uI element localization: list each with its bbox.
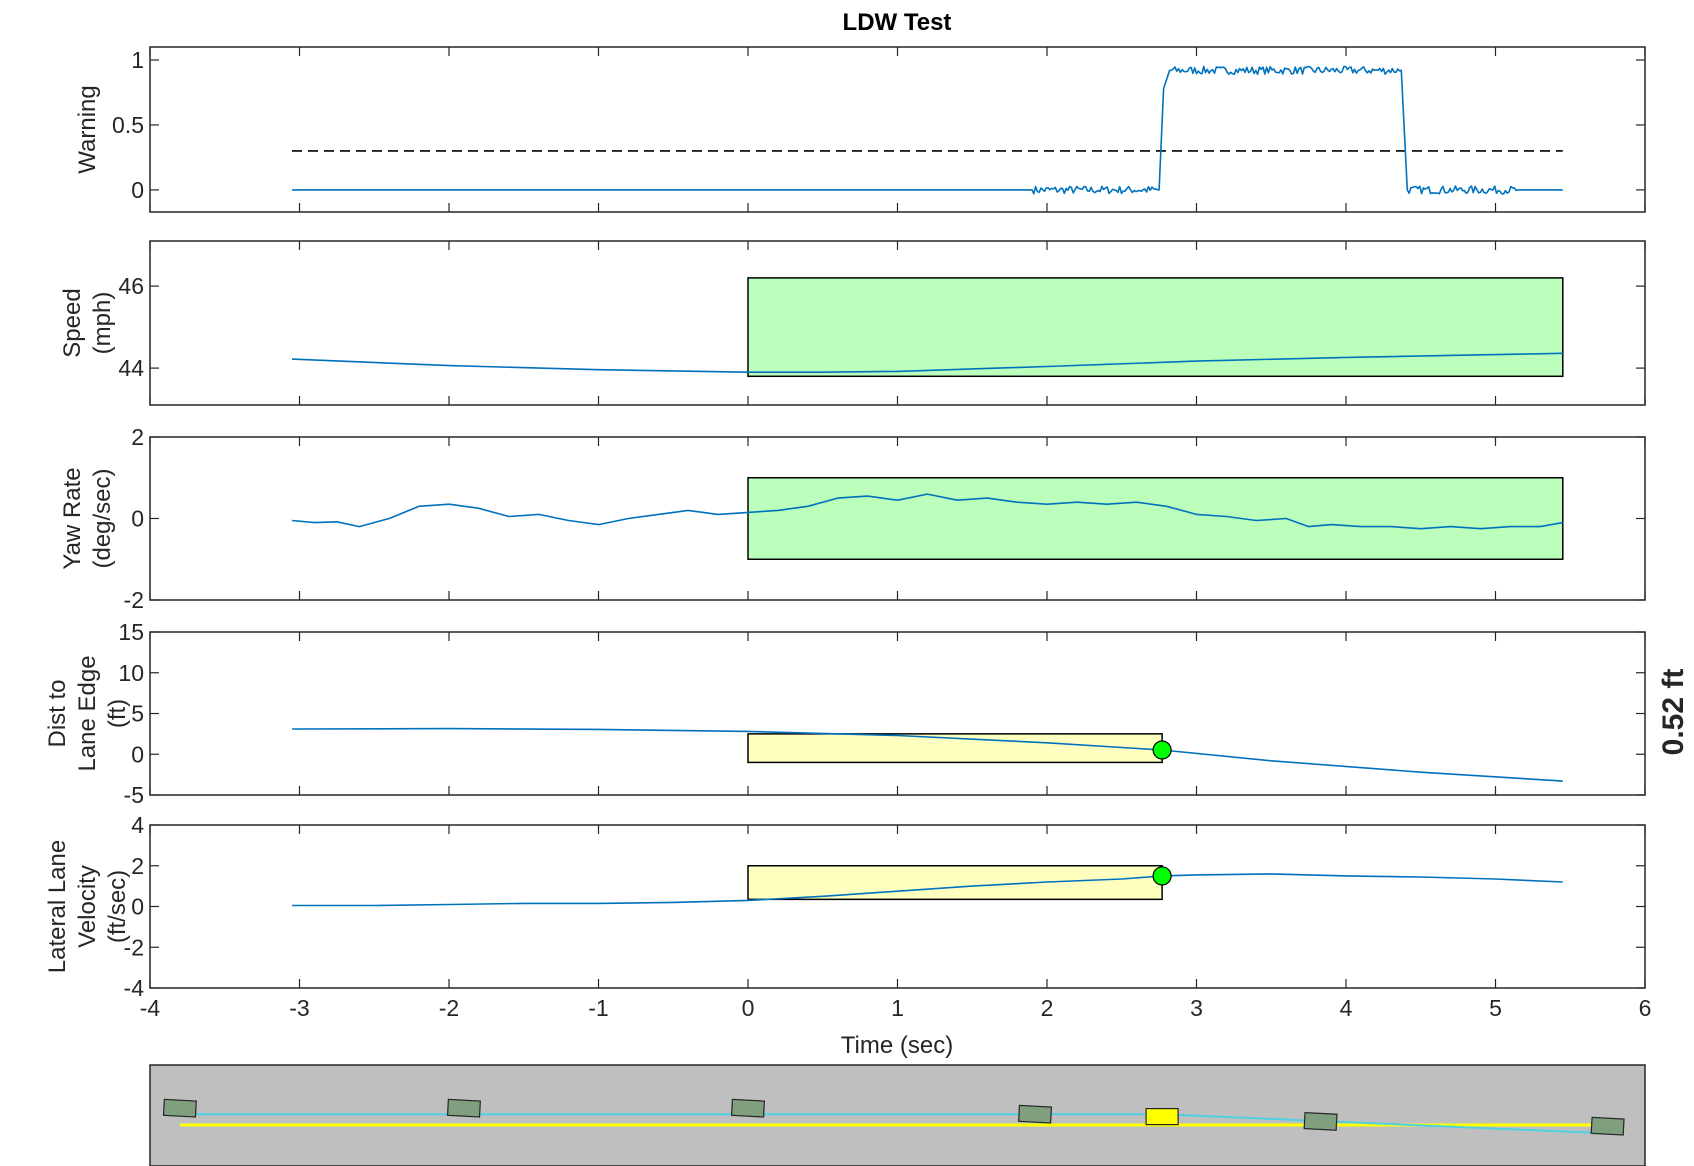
series-line xyxy=(291,493,1563,530)
x-tick-label: -3 xyxy=(289,995,309,1021)
y-axis-label: Speed xyxy=(59,288,86,357)
event-marker xyxy=(1152,740,1172,760)
y-axis-label: Yaw Rate xyxy=(59,467,86,569)
y-tick-label: 5 xyxy=(131,701,144,727)
series-line xyxy=(292,65,1563,195)
vehicle xyxy=(1303,1111,1338,1131)
criteria-box xyxy=(747,865,1163,901)
panel-6 xyxy=(149,1064,1646,1166)
y-tick-label: 2 xyxy=(131,853,144,879)
y-tick-label: 0 xyxy=(131,506,144,532)
axes-frame xyxy=(149,824,1646,989)
criteria-box xyxy=(747,477,1564,560)
y-tick-label: 46 xyxy=(118,273,144,299)
vehicle xyxy=(446,1098,481,1118)
panel-5: -4 -2 0 2 4 Lateral Lane Velocity (ft/sec) -4 -3 -… xyxy=(44,812,1651,1021)
panel-4: -5 0 5 10 15 Dist to Lane Edge (ft) xyxy=(44,619,1646,808)
y-tick-label: 0 xyxy=(131,894,144,920)
road-background xyxy=(149,1064,1646,1166)
y-tick-label: 10 xyxy=(118,660,144,686)
x-tick-label: 4 xyxy=(1340,995,1353,1021)
x-tick-label: -1 xyxy=(588,995,608,1021)
x-tick-label: 3 xyxy=(1190,995,1203,1021)
y-axis-label: (ft) xyxy=(104,699,131,728)
y-tick-label: -5 xyxy=(124,782,144,808)
x-tick-label: 0 xyxy=(742,995,755,1021)
x-axis-label: Time (sec) xyxy=(841,1032,953,1059)
y-axis-label: (mph) xyxy=(89,292,116,355)
x-tick-label: 5 xyxy=(1489,995,1502,1021)
x-tick-label: 2 xyxy=(1041,995,1054,1021)
distance-callout: 0.52 ft xyxy=(1657,669,1690,756)
y-tick-label: 0 xyxy=(131,741,144,767)
x-tick-label: -4 xyxy=(140,995,161,1021)
vehicle-warning xyxy=(1145,1107,1179,1126)
y-axis-label: Lane Edge xyxy=(74,655,101,771)
y-axis-label: Velocity xyxy=(74,865,101,948)
vehicle xyxy=(1018,1104,1053,1124)
x-tick-label: 1 xyxy=(891,995,904,1021)
y-axis-label: Lateral Lane xyxy=(44,840,71,973)
vehicle xyxy=(730,1098,766,1118)
y-tick-label: 2 xyxy=(131,424,144,450)
x-tick-label: -2 xyxy=(439,995,459,1021)
vehicle xyxy=(162,1098,197,1118)
y-tick-label: 15 xyxy=(118,619,144,645)
panel-3: -2 0 2 Yaw Rate (deg/sec) xyxy=(59,424,1646,613)
criteria-box xyxy=(747,277,1564,378)
y-tick-label: 4 xyxy=(131,812,144,838)
axes-frame xyxy=(149,631,1646,796)
y-tick-label: -4 xyxy=(124,975,145,1001)
panel-2: 44 46 Speed (mph) xyxy=(59,240,1646,406)
panel-1: 0 0.5 1 Warning xyxy=(74,46,1646,213)
series-line xyxy=(292,873,1563,907)
y-tick-label: 0.5 xyxy=(112,112,144,138)
y-tick-label: -2 xyxy=(124,587,144,613)
y-axis-label: (deg/sec) xyxy=(89,468,116,568)
y-tick-label: -2 xyxy=(124,934,144,960)
vehicle xyxy=(1590,1116,1625,1136)
y-tick-label: 0 xyxy=(131,177,144,203)
x-tick-label: 6 xyxy=(1639,995,1652,1021)
y-axis-label: (ft/sec) xyxy=(104,870,131,943)
y-axis-label: Dist to xyxy=(44,679,71,747)
series-line xyxy=(291,352,1563,374)
y-axis-label: Warning xyxy=(74,85,101,173)
event-marker xyxy=(1152,866,1172,886)
y-tick-label: 44 xyxy=(118,355,144,381)
y-tick-label: 1 xyxy=(131,47,144,73)
series-line xyxy=(291,727,1563,782)
figure-title: LDW Test xyxy=(843,9,952,36)
